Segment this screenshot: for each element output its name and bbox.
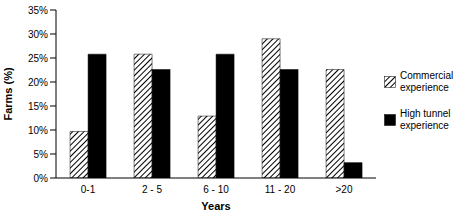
svg-text:30%: 30% xyxy=(28,29,48,40)
svg-text:11 - 20: 11 - 20 xyxy=(265,184,296,195)
svg-text:15%: 15% xyxy=(28,101,48,112)
svg-text:Years: Years xyxy=(201,200,230,212)
svg-text:5%: 5% xyxy=(34,149,49,160)
svg-text:10%: 10% xyxy=(28,125,48,136)
svg-text:25%: 25% xyxy=(28,53,48,64)
svg-text:0%: 0% xyxy=(34,173,49,184)
svg-text:20%: 20% xyxy=(28,77,48,88)
svg-text:>20: >20 xyxy=(336,184,353,195)
svg-text:0-1: 0-1 xyxy=(81,184,96,195)
svg-text:2 - 5: 2 - 5 xyxy=(142,184,162,195)
html-text:Commercial experience: Commercial experience xyxy=(400,70,454,93)
svg-text:6 - 10: 6 - 10 xyxy=(203,184,229,195)
svg-text:Farms (%): Farms (%) xyxy=(8,67,14,121)
svg-text:35%: 35% xyxy=(28,5,48,16)
html-text:High tunnel experience: High tunnel experience xyxy=(400,108,451,131)
